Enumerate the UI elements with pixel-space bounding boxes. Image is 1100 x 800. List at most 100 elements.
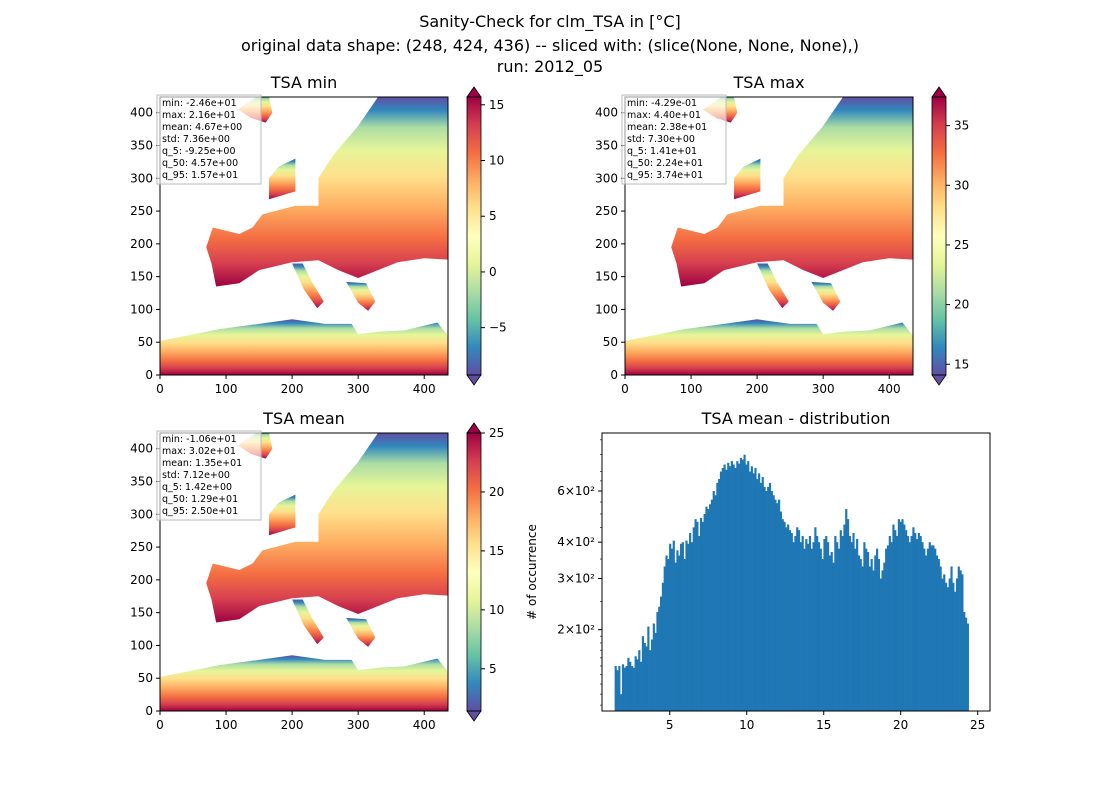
land-area bbox=[757, 263, 789, 309]
y-tick-label: 0 bbox=[610, 368, 618, 382]
histogram-bar bbox=[623, 667, 626, 711]
histogram-bar bbox=[618, 665, 621, 711]
y-tick-label: 6×10² bbox=[557, 484, 595, 498]
histogram-bar bbox=[748, 471, 752, 711]
histogram-bar bbox=[816, 536, 819, 711]
histogram-bar bbox=[801, 536, 804, 711]
histogram-bar bbox=[783, 521, 786, 711]
colorbar-tick-label: 15 bbox=[489, 98, 504, 112]
histogram-bar bbox=[945, 582, 948, 711]
histogram-bar bbox=[848, 536, 851, 711]
y-tick-label: 200 bbox=[130, 573, 153, 587]
histogram-bar bbox=[839, 530, 842, 711]
colorbar-frame bbox=[931, 96, 947, 376]
histogram-bar bbox=[910, 536, 913, 711]
histogram-bar bbox=[856, 539, 859, 711]
histogram-bar bbox=[660, 596, 663, 711]
histogram-bar bbox=[650, 639, 654, 711]
histogram-bar bbox=[836, 542, 839, 711]
stats-box-frame bbox=[621, 94, 727, 185]
histogram-bar bbox=[638, 650, 641, 711]
histogram-bar bbox=[939, 566, 942, 711]
histogram-bar bbox=[850, 542, 853, 711]
colorbar-tick-label: 5 bbox=[489, 662, 497, 676]
land-area bbox=[292, 263, 324, 309]
stats-line: std: 7.12e+00 bbox=[162, 470, 230, 481]
y-tick-label: 250 bbox=[595, 204, 618, 218]
x-tick-label: 5 bbox=[666, 718, 674, 732]
histogram-bar bbox=[923, 548, 926, 711]
histogram-bar bbox=[763, 486, 766, 711]
y-tick-label: 200 bbox=[595, 237, 618, 251]
land-area bbox=[292, 599, 324, 645]
figure-title-line-1: Sanity-Check for clm_TSA in [°C] bbox=[419, 12, 681, 31]
histogram-bar bbox=[803, 548, 806, 711]
stats-line: q_5: 1.41e+01 bbox=[627, 146, 697, 157]
histogram-bar bbox=[732, 464, 735, 711]
colorbar-tick-label: 35 bbox=[954, 119, 969, 133]
land-area bbox=[734, 158, 761, 200]
colorbar-tick-label: 10 bbox=[489, 154, 504, 168]
histogram-bar bbox=[790, 533, 793, 711]
histogram-bar bbox=[614, 665, 617, 711]
histogram-bar bbox=[885, 548, 888, 711]
stats-box-frame bbox=[156, 94, 262, 185]
histogram-bar bbox=[961, 574, 964, 711]
map-title: TSA min bbox=[270, 73, 337, 92]
histogram-bar bbox=[830, 552, 833, 711]
y-tick-label: 250 bbox=[130, 540, 153, 554]
histogram-bar bbox=[743, 454, 746, 711]
histogram-bar bbox=[832, 562, 835, 711]
histogram-bar bbox=[654, 632, 657, 711]
y-tick-label: 250 bbox=[130, 204, 153, 218]
histogram-bar bbox=[966, 623, 969, 711]
y-tick-label: 200 bbox=[130, 237, 153, 251]
stats-line: mean: 2.38e+01 bbox=[627, 122, 707, 133]
histogram-bar bbox=[870, 559, 873, 711]
x-tick-label: 300 bbox=[347, 718, 370, 732]
histogram-bar bbox=[914, 533, 917, 711]
histogram-frame bbox=[601, 432, 991, 712]
histogram-bar bbox=[632, 667, 635, 711]
colorbar: 5 10 15 20 25 bbox=[466, 422, 504, 722]
map-frame bbox=[159, 432, 449, 712]
histogram-bar bbox=[883, 562, 886, 711]
land-area bbox=[346, 281, 376, 311]
histogram-bar bbox=[758, 473, 761, 711]
histogram-bar bbox=[701, 521, 704, 711]
stats-line: std: 7.36e+00 bbox=[162, 134, 230, 145]
histogram-bar bbox=[658, 606, 661, 711]
histogram-bar bbox=[899, 521, 902, 711]
land-area bbox=[206, 97, 448, 287]
colorbar-extend-min bbox=[931, 374, 947, 386]
histogram-bar bbox=[821, 559, 824, 711]
y-tick-label: 350 bbox=[595, 139, 618, 153]
histogram-bar bbox=[796, 527, 799, 711]
histogram-bar bbox=[890, 542, 893, 711]
colorbar: 15 20 25 30 35 bbox=[931, 86, 969, 386]
x-tick-label: 0 bbox=[156, 382, 164, 396]
land-area bbox=[811, 281, 841, 311]
histogram-bar bbox=[761, 477, 764, 711]
colorbar-fill bbox=[932, 97, 946, 375]
histogram-bar bbox=[905, 530, 908, 711]
histogram-bar bbox=[676, 550, 679, 711]
y-tick-label: 0 bbox=[145, 368, 153, 382]
histogram-bar bbox=[917, 533, 920, 711]
y-tick-label: 50 bbox=[603, 335, 618, 349]
y-tick-label: 150 bbox=[130, 270, 153, 284]
histogram-bar bbox=[772, 495, 775, 711]
y-tick-label: 300 bbox=[130, 507, 153, 521]
histogram-bar bbox=[694, 519, 697, 711]
histogram-bar bbox=[957, 566, 960, 711]
colorbar-tick-label: 25 bbox=[489, 426, 504, 440]
histogram-bar bbox=[630, 665, 634, 711]
y-tick-label: 300 bbox=[130, 171, 153, 185]
histogram-bar bbox=[647, 626, 650, 711]
histogram-bar bbox=[652, 623, 655, 711]
y-tick-label: 150 bbox=[595, 270, 618, 284]
histogram-bar bbox=[641, 636, 645, 711]
stats-line: q_95: 2.50e+01 bbox=[162, 506, 238, 517]
histogram-bar bbox=[879, 578, 882, 711]
